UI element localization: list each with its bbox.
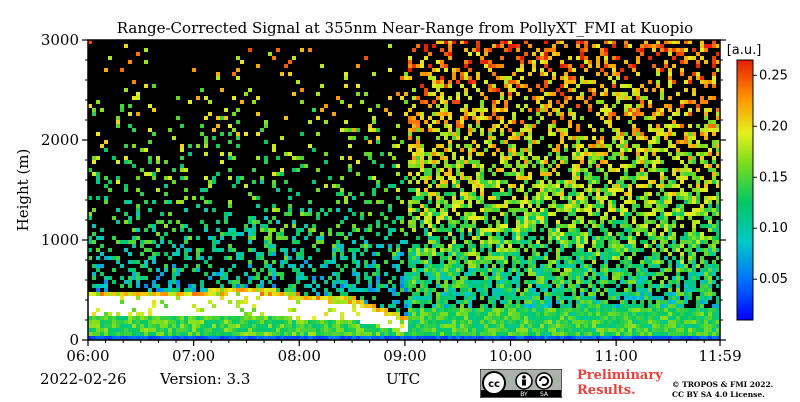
y-tick-label: 3000 [41, 31, 79, 49]
copyright-notice: © TROPOS & FMI 2022. CC BY SA 4.0 Licens… [672, 380, 773, 400]
colorbar-tick-label: 0.10 [759, 221, 788, 236]
y-tick-label: 1000 [41, 231, 79, 249]
preliminary-line1: Preliminary [577, 368, 663, 383]
colorbar-tick-label: 0.20 [759, 119, 788, 134]
cc-license-badge[interactable]: cc BY SA [480, 369, 562, 398]
colorbar-tick-label: 0.05 [759, 272, 788, 287]
x-tick-label: 06:00 [66, 347, 109, 365]
x-tick-label: 11:00 [595, 347, 638, 365]
x-tick-label: 07:00 [172, 347, 215, 365]
y-tick-label: 0 [69, 331, 79, 349]
colorbar-tick-label: 0.15 [759, 170, 788, 185]
colorbar-ticks: 0.05 0.10 0.15 0.20 0.25 [753, 68, 788, 287]
x-tick-label: 10:00 [489, 347, 532, 365]
x-tick-label: 09:00 [383, 347, 426, 365]
preliminary-notice: Preliminary Results. [577, 368, 663, 398]
copyright-line1: © TROPOS & FMI 2022. [672, 380, 773, 390]
x-tick-label: 11:59 [698, 347, 741, 365]
y-axis-label: Height (m) [14, 149, 32, 232]
colorbar: [a.u.] 0.05 0.10 0.15 0.20 0.25 [727, 43, 788, 320]
date-label: 2022-02-26 [40, 370, 126, 388]
colorbar-label: [a.u.] [727, 43, 762, 58]
sa-icon [536, 373, 552, 389]
y-tick-label: 2000 [41, 131, 79, 149]
chart-title: Range-Corrected Signal at 355nm Near-Ran… [117, 19, 693, 37]
preliminary-line2: Results. [577, 383, 663, 398]
cc-text: cc [488, 379, 500, 390]
version-label: Version: 3.3 [160, 370, 250, 388]
copyright-line2: CC BY SA 4.0 License. [672, 390, 773, 400]
by-text: BY [520, 391, 528, 398]
colorbar-tick-label: 0.25 [759, 68, 788, 83]
x-tick-label: 08:00 [278, 347, 321, 365]
utc-label: UTC [386, 370, 420, 388]
heatmap [88, 40, 720, 340]
colorbar-gradient [737, 60, 753, 320]
sa-text: SA [540, 391, 549, 398]
x-axis: 06:00 07:00 08:00 09:00 10:00 11:00 11:59 [66, 340, 741, 365]
